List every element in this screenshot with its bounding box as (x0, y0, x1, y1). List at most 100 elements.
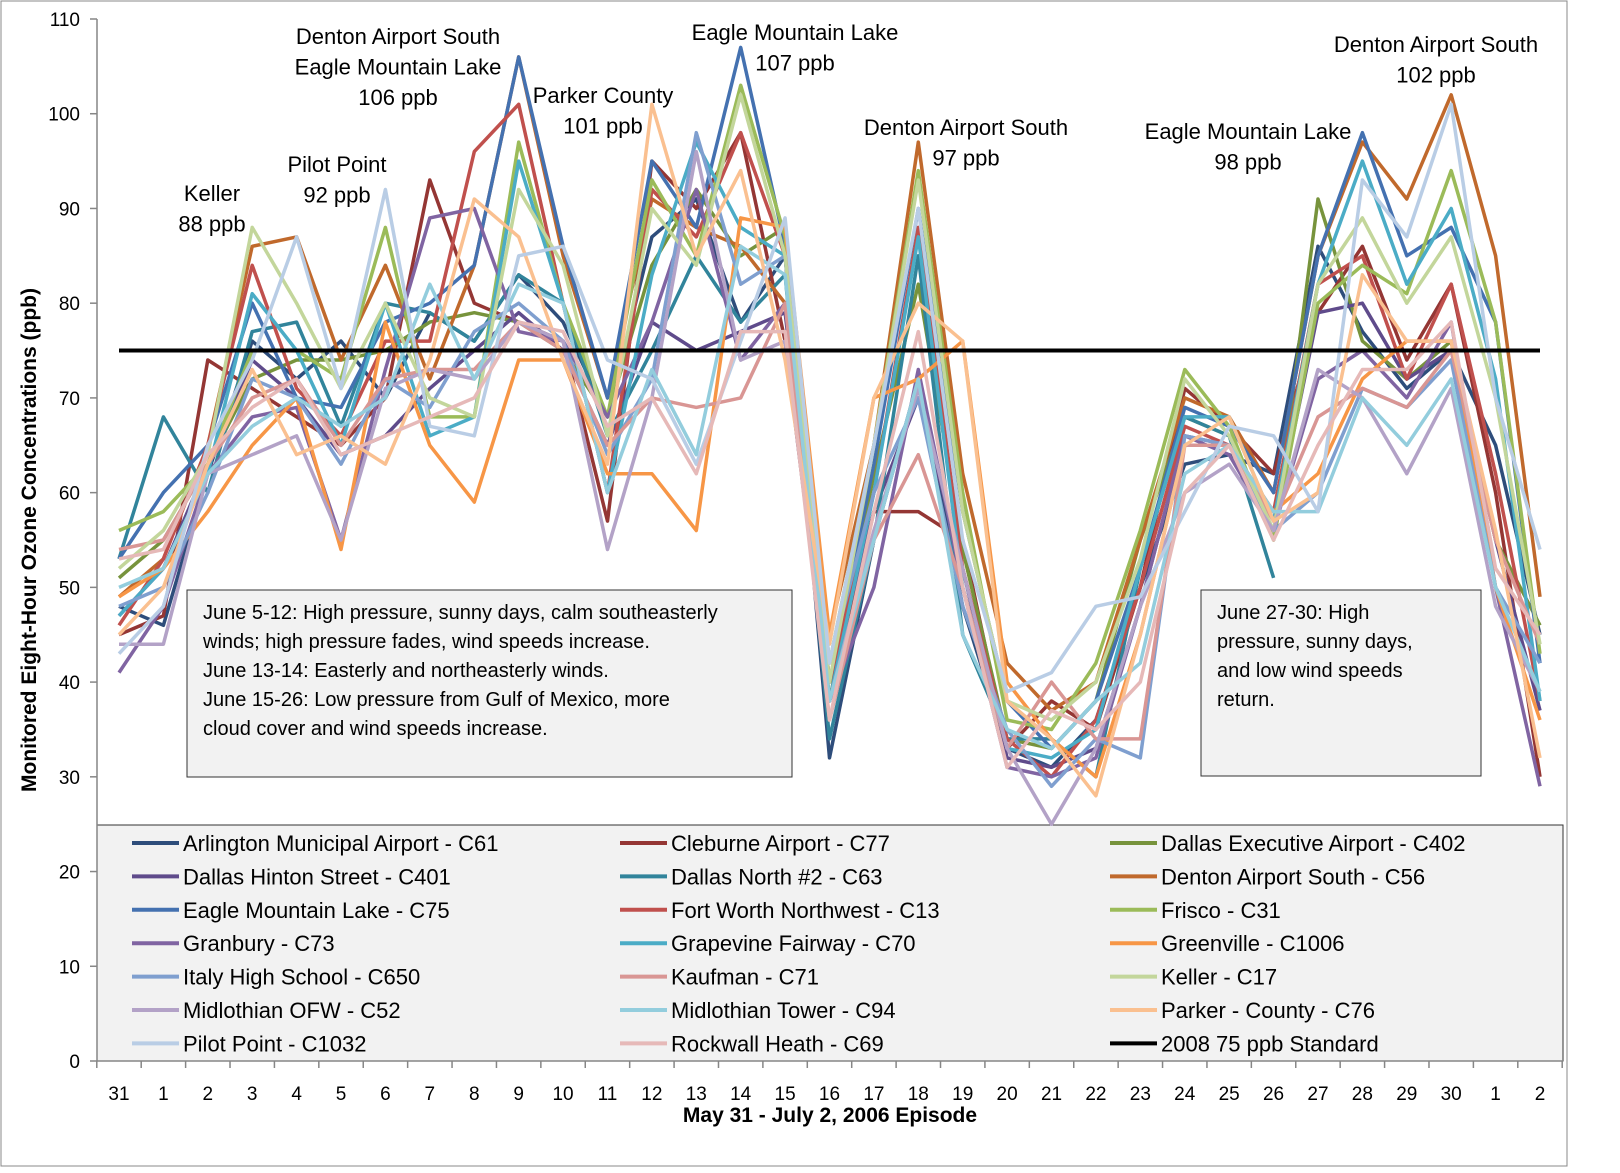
legend-label: Rockwall Heath - C69 (671, 1031, 884, 1056)
note-box (1200, 589, 1482, 777)
legend-label: Italy High School - C650 (183, 965, 420, 990)
series-line (118, 244, 1542, 751)
x-tick-label: 13 (686, 1084, 707, 1105)
x-tick-label: 18 (908, 1084, 929, 1105)
y-tick-label: 50 (59, 578, 80, 599)
legend-label: Cleburne Airport - C77 (671, 831, 890, 856)
annotation: Pilot Point (287, 152, 386, 177)
y-tick-label: 80 (59, 294, 80, 315)
annotation: Keller (184, 181, 240, 206)
x-axis-title: May 31 - July 2, 2006 Episode (683, 1104, 977, 1127)
x-tick-label: 15 (775, 1084, 796, 1105)
note-text: and low wind speeds (1217, 660, 1403, 682)
note-text: June 13-14: Easterly and northeasterly w… (203, 660, 609, 682)
legend-label: Frisco - C31 (1161, 898, 1281, 923)
x-tick-label: 4 (291, 1084, 302, 1105)
note-box (186, 589, 793, 778)
annotation: 106 ppb (358, 85, 438, 110)
x-tick-label: 16 (819, 1084, 840, 1105)
annotation: 92 ppb (303, 183, 370, 208)
y-axis-title: Monitored Eight-Hour Ozone Concentration… (18, 288, 41, 792)
legend-label: Eagle Mountain Lake - C75 (183, 898, 450, 923)
legend-label: Midlothian Tower - C94 (671, 998, 896, 1023)
x-tick-label: 11 (598, 1084, 618, 1105)
legend-label: Arlington Municipal Airport - C61 (183, 831, 498, 856)
legend-label: Granbury - C73 (183, 931, 335, 956)
legend-label: Grapevine Fairway - C70 (671, 931, 916, 956)
y-tick-label: 20 (59, 863, 80, 884)
x-tick-label: 17 (863, 1084, 884, 1105)
legend-label: Dallas Executive Airport - C402 (1161, 831, 1465, 856)
x-tick-label: 25 (1219, 1084, 1240, 1105)
x-tick-label: 1 (1490, 1084, 1501, 1105)
series-line (117, 102, 1542, 694)
y-tick-label: 60 (59, 484, 80, 505)
x-tick-label: 26 (1263, 1084, 1284, 1105)
y-tick-label: 100 (48, 105, 80, 126)
series-line (118, 320, 1542, 770)
x-tick-label: 7 (425, 1084, 436, 1105)
note-text: winds; high pressure fades, wind speeds … (202, 631, 650, 653)
legend-label: Dallas Hinton Street - C401 (183, 864, 451, 889)
legend-label: Greenville - C1006 (1161, 931, 1344, 956)
note-text: June 15-26: Low pressure from Gulf of Me… (203, 689, 670, 711)
x-tick-label: 6 (380, 1084, 391, 1105)
annotation: Denton Airport South (296, 24, 500, 49)
annotation: Denton Airport South (1334, 32, 1538, 57)
annotation: Eagle Mountain Lake (1145, 119, 1352, 144)
annotation: 88 ppb (178, 212, 245, 237)
x-tick-label: 19 (952, 1084, 973, 1105)
x-tick-label: 29 (1396, 1084, 1417, 1105)
series-line (117, 102, 1542, 798)
x-tick-label: 10 (552, 1084, 573, 1105)
annotation: 107 ppb (755, 51, 835, 76)
legend-label: Denton Airport South - C56 (1161, 864, 1425, 889)
annotation: Denton Airport South (864, 115, 1068, 140)
y-tick-label: 70 (59, 389, 80, 410)
annotation: Eagle Mountain Lake (295, 55, 502, 80)
x-tick-label: 5 (336, 1084, 347, 1105)
legend-label: Dallas North #2 - C63 (671, 864, 883, 889)
x-tick-label: 9 (513, 1084, 524, 1105)
x-tick-label: 22 (1085, 1084, 1106, 1105)
x-tick-label: 2 (1535, 1084, 1546, 1105)
x-tick-label: 1 (158, 1084, 169, 1105)
y-tick-label: 110 (50, 10, 80, 31)
x-tick-label: 27 (1307, 1084, 1328, 1105)
legend-label: Parker - County - C76 (1161, 998, 1375, 1023)
legend-label: Kaufman - C71 (671, 965, 819, 990)
annotation: Parker County (533, 83, 674, 108)
y-tick-label: 0 (69, 1052, 80, 1073)
x-tick-label: 3 (247, 1084, 258, 1105)
x-tick-label: 30 (1441, 1084, 1462, 1105)
x-tick-label: 24 (1174, 1084, 1196, 1105)
note-text: return. (1217, 689, 1275, 711)
x-tick-label: 28 (1352, 1084, 1373, 1105)
note-text: June 5-12: High pressure, sunny days, ca… (203, 602, 718, 624)
x-tick-label: 31 (108, 1084, 129, 1105)
annotation: 98 ppb (1214, 150, 1281, 175)
legend-label: Midlothian OFW - C52 (183, 998, 401, 1023)
note-text: cloud cover and wind speeds increase. (203, 718, 548, 740)
x-tick-label: 20 (997, 1084, 1018, 1105)
note-text: pressure, sunny days, (1217, 631, 1413, 653)
x-tick-label: 8 (469, 1084, 480, 1105)
y-tick-label: 90 (59, 199, 80, 220)
annotation: 102 ppb (1396, 63, 1476, 88)
annotation: Eagle Mountain Lake (692, 20, 899, 45)
series-line (117, 93, 1542, 722)
note-text: June 27-30: High (1217, 602, 1369, 624)
legend-label: Fort Worth Northwest - C13 (671, 898, 940, 923)
x-tick-label: 2 (203, 1084, 214, 1105)
legend-label: Pilot Point - C1032 (183, 1031, 366, 1056)
x-tick-label: 21 (1041, 1084, 1062, 1105)
annotation: 101 ppb (563, 114, 643, 139)
y-tick-label: 40 (59, 673, 80, 694)
y-tick-label: 10 (59, 957, 80, 978)
legend-box (96, 824, 1564, 1062)
y-tick-label: 30 (59, 768, 80, 789)
x-tick-label: 23 (1130, 1084, 1151, 1105)
legend-label: 2008 75 ppb Standard (1161, 1031, 1379, 1056)
